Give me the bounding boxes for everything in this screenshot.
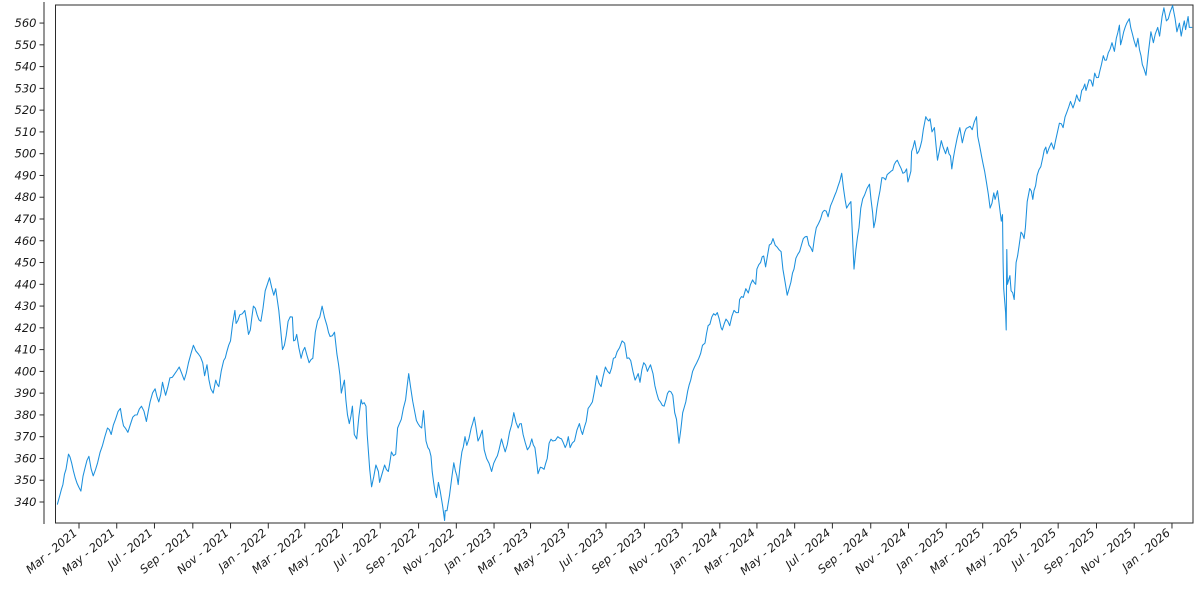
price-line (56, 5, 1193, 522)
y-tick-label: 560 (15, 16, 37, 30)
y-tick-label: 390 (15, 386, 37, 400)
y-tick-label: 550 (15, 38, 37, 52)
y-tick-label: 410 (15, 343, 37, 357)
y-tick-label: 520 (15, 103, 37, 117)
y-tick-label: 480 (15, 190, 37, 204)
y-tick-label: 380 (15, 408, 37, 422)
y-tick-label: 540 (15, 60, 37, 74)
y-tick-label: 420 (15, 321, 37, 335)
y-tick-label: 460 (15, 234, 37, 248)
y-tick-label: 450 (15, 256, 37, 270)
y-tick-label: 470 (15, 212, 37, 226)
y-tick-label: 430 (15, 299, 37, 313)
y-tick-label: 360 (15, 451, 37, 465)
y-tick-label: 510 (15, 125, 37, 139)
y-tick-label: 400 (15, 364, 37, 378)
y-tick-label: 500 (15, 147, 37, 161)
y-axis: 340 350 360 370 380 390 400 410 420 430 440 450 460 4… (15, 16, 44, 509)
y-tick-label: 370 (15, 430, 37, 444)
y-tick-label: 340 (15, 495, 37, 509)
y-tick-label: 350 (15, 473, 37, 487)
y-tick-label: 440 (15, 277, 37, 291)
y-tick-label: 530 (15, 81, 37, 95)
y-tick-label: 490 (15, 168, 37, 182)
chart-frame (55, 4, 1194, 524)
